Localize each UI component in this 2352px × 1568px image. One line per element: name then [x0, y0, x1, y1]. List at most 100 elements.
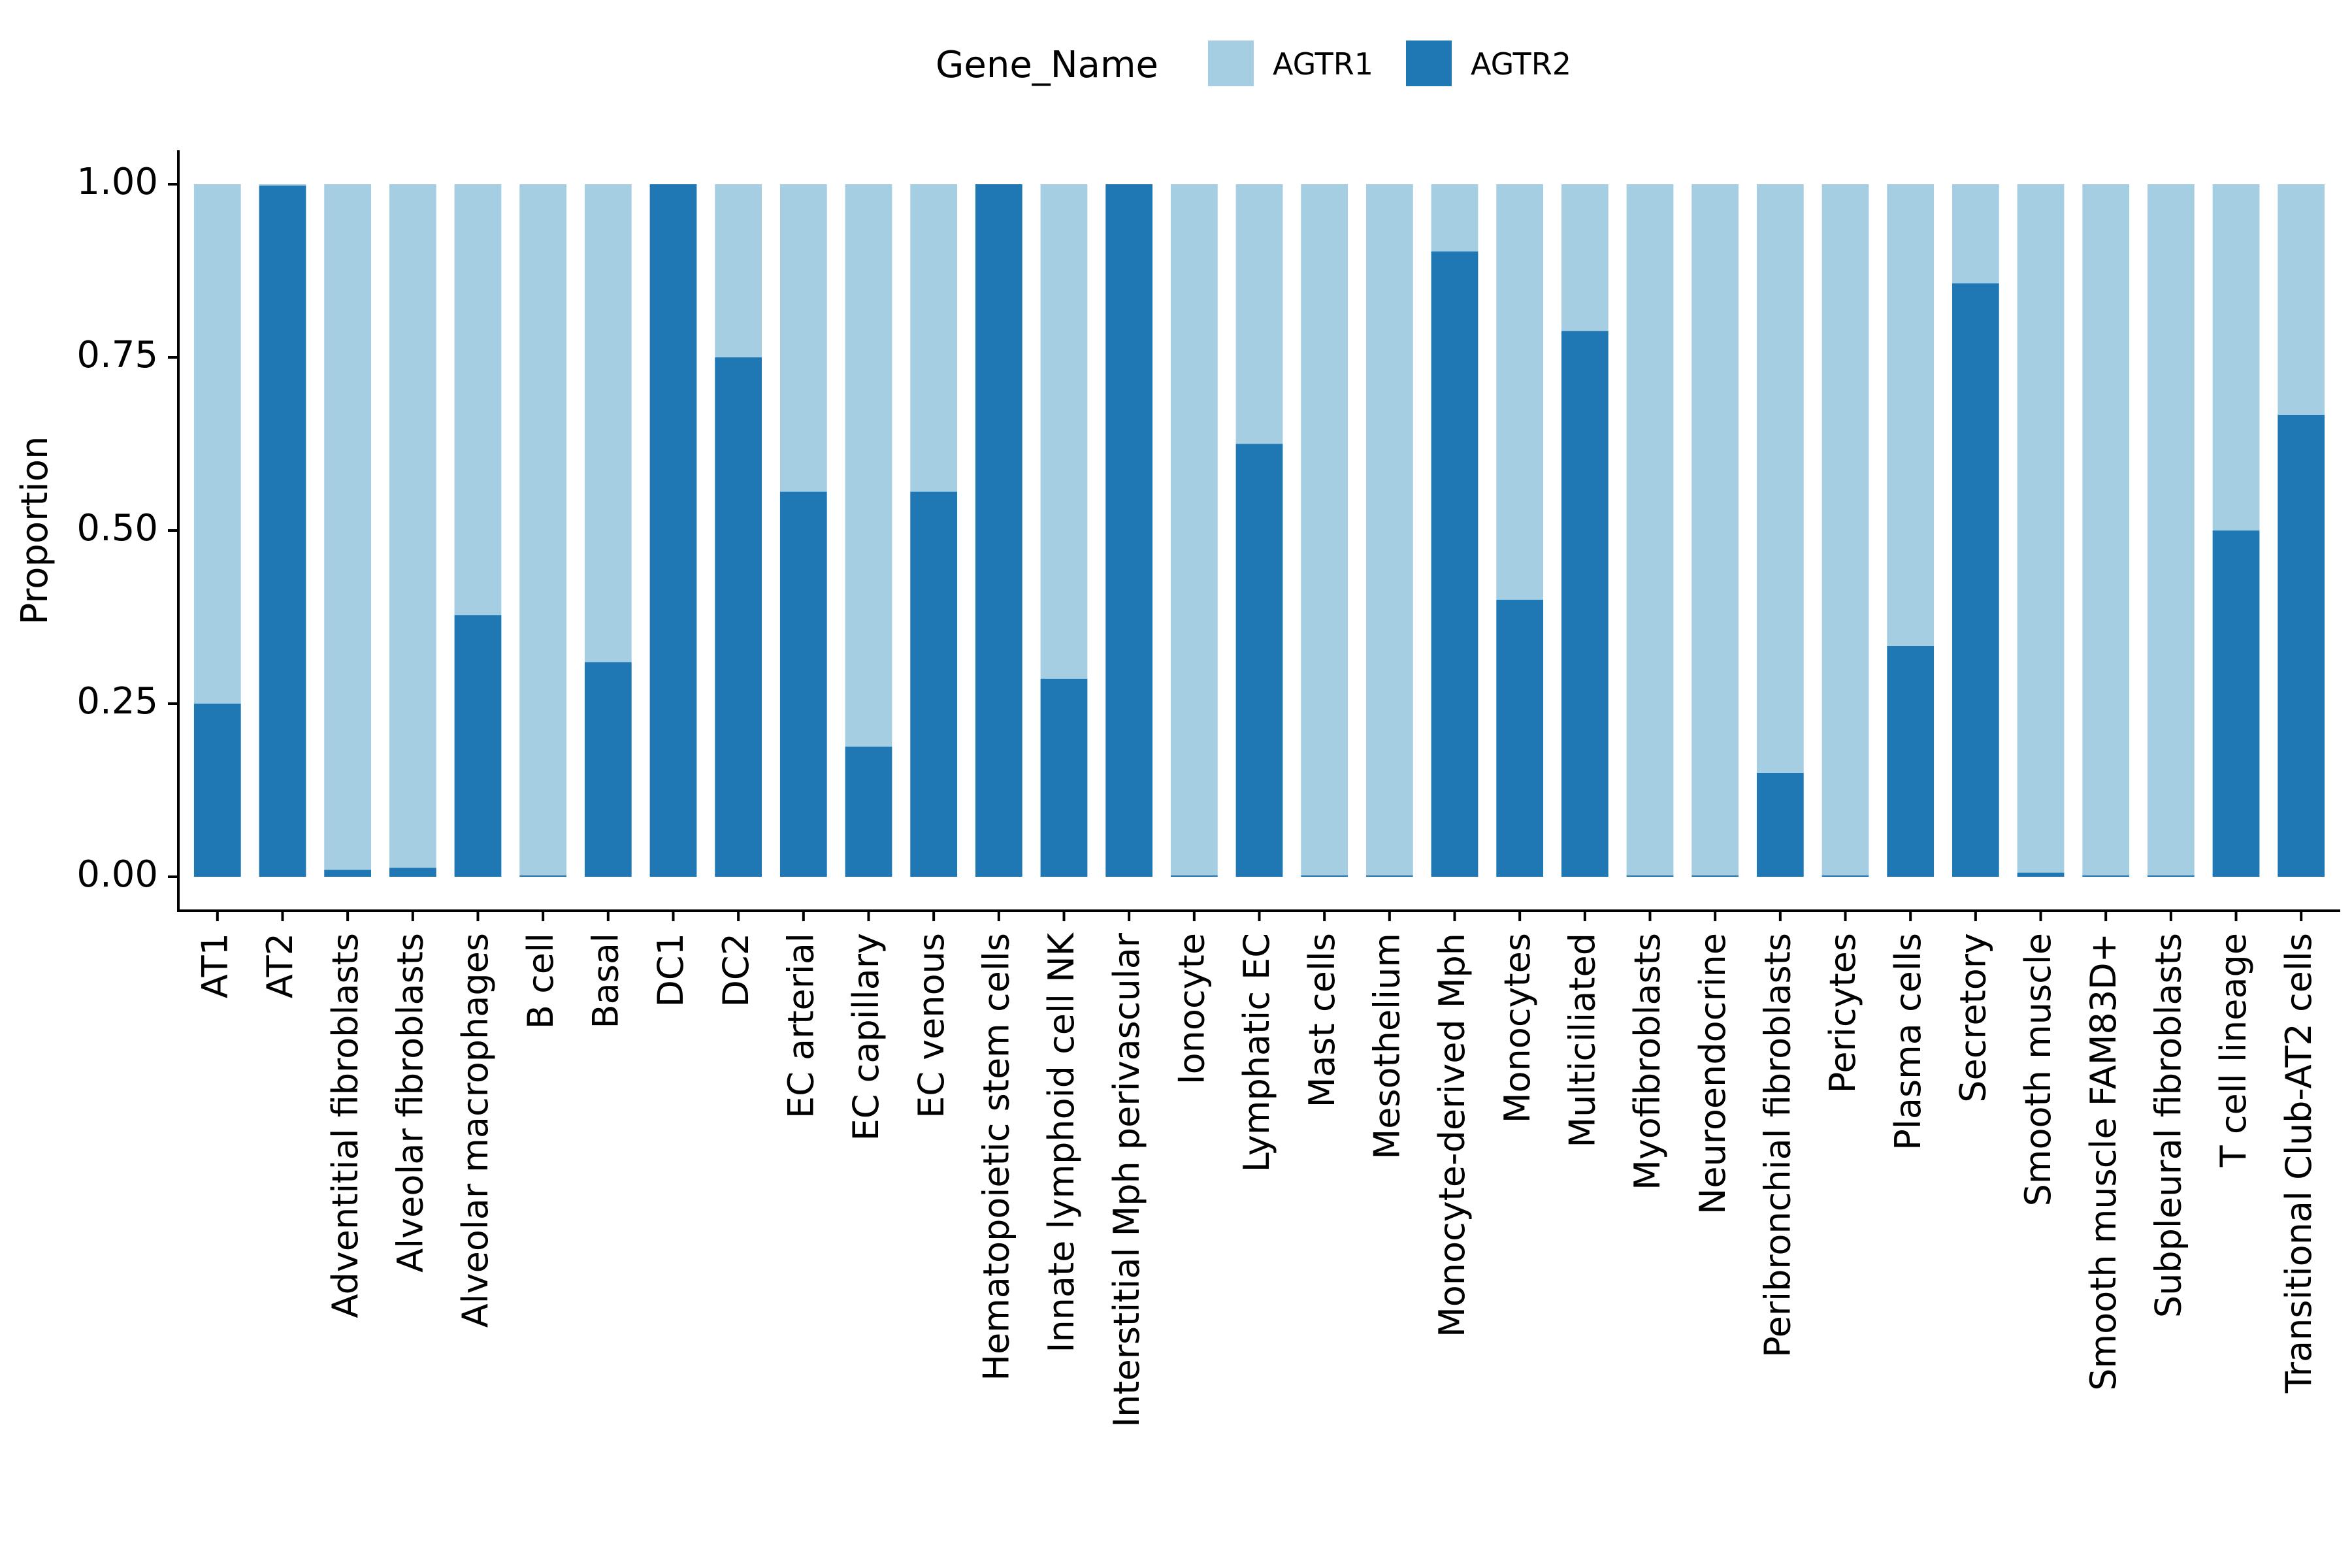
- bar-agtr2-transitional-club-at2-cells: [2278, 414, 2325, 877]
- bar-agtr2-ionocyte: [1170, 875, 1218, 877]
- bar-agtr2-plasma-cells: [1887, 646, 1935, 877]
- bar-agtr2-adventitial-fibroblasts: [324, 870, 372, 877]
- x-tick-label-alveolar-fibroblasts: Alveolar fibroblasts: [389, 933, 431, 1273]
- bar-agtr1-monocytes: [1496, 184, 1544, 600]
- bar-agtr2-neuroendocrine: [1691, 875, 1739, 877]
- bar-agtr1-dc2: [715, 184, 762, 357]
- bar-agtr1-t-cell-lineage: [2212, 184, 2260, 531]
- bar-agtr2-t-cell-lineage: [2212, 531, 2260, 877]
- bar-agtr1-adventitial-fibroblasts: [324, 184, 372, 870]
- x-tick-label-plasma-cells: Plasma cells: [1887, 933, 1929, 1151]
- bar-agtr2-ec-venous: [910, 491, 958, 877]
- y-tick-label-0.50: 0.50: [76, 507, 158, 549]
- bar-agtr2-pericytes: [1821, 875, 1869, 877]
- bar-agtr1-smooth-muscle-fam83d: [2082, 184, 2130, 875]
- legend-title: Gene_Name: [936, 44, 1158, 86]
- bar-agtr1-alveolar-macrophages: [454, 184, 502, 615]
- x-tick-label-ec-arterial: EC arterial: [780, 933, 821, 1119]
- bar-agtr1-b-cell: [519, 184, 567, 875]
- bar-agtr1-ec-arterial: [779, 184, 827, 492]
- bars: [193, 184, 2325, 877]
- x-tick-label-transitional-club-at2-cells: Transitional Club-AT2 cells: [2278, 933, 2319, 1394]
- bar-agtr2-at2: [259, 186, 306, 877]
- bar-agtr2-monocytes: [1496, 600, 1544, 877]
- x-tick-label-pericytes: Pericytes: [1822, 933, 1863, 1093]
- bar-agtr1-ec-venous: [910, 184, 958, 492]
- bar-agtr2-multiciliated: [1561, 331, 1609, 877]
- bar-agtr1-at2: [259, 184, 306, 186]
- bar-agtr1-secretory: [1952, 184, 1999, 284]
- legend-label-agtr2: AGTR2: [1471, 46, 1571, 82]
- x-tick-label-subpleural-fibroblasts: Subpleural fibroblasts: [2148, 933, 2189, 1318]
- x-tick-label-lymphatic-ec: Lymphatic EC: [1236, 933, 1277, 1172]
- x-tick-label-mesothelium: Mesothelium: [1366, 933, 1407, 1159]
- y-tick-label-1.00: 1.00: [76, 161, 158, 203]
- x-tick-label-dc2: DC2: [715, 933, 757, 1007]
- y-tick-label-0.25: 0.25: [76, 680, 158, 723]
- bar-agtr2-myofibroblasts: [1626, 875, 1674, 877]
- bar-agtr2-alveolar-macrophages: [454, 615, 502, 877]
- x-tick-label-secretory: Secretory: [1952, 933, 1993, 1103]
- legend-swatch-agtr1: [1208, 41, 1254, 86]
- x-tick-label-peribronchial-fibroblasts: Peribronchial fibroblasts: [1757, 933, 1798, 1358]
- bar-agtr2-ec-arterial: [779, 491, 827, 877]
- x-tick-label-neuroendocrine: Neuroendocrine: [1692, 933, 1733, 1215]
- bar-agtr1-mesothelium: [1365, 184, 1413, 875]
- x-tick-label-alveolar-macrophages: Alveolar macrophages: [455, 933, 496, 1328]
- x-tick-label-ionocyte: Ionocyte: [1171, 933, 1212, 1085]
- y-tick-label-0.75: 0.75: [76, 334, 158, 376]
- x-tick-label-monocytes: Monocytes: [1497, 933, 1538, 1123]
- x-tick-label-mast-cells: Mast cells: [1301, 933, 1343, 1107]
- bar-agtr2-alveolar-fibroblasts: [389, 868, 436, 877]
- bar-agtr2-peribronchial-fibroblasts: [1756, 773, 1804, 877]
- bar-agtr2-ec-capillary: [845, 746, 892, 877]
- x-tick-label-dc1: DC1: [650, 933, 691, 1007]
- bar-agtr1-alveolar-fibroblasts: [389, 184, 436, 868]
- bar-agtr1-transitional-club-at2-cells: [2278, 184, 2325, 415]
- x-tick-label-b-cell: B cell: [520, 933, 561, 1029]
- bar-agtr2-lymphatic-ec: [1235, 444, 1283, 877]
- bar-agtr1-at1: [193, 184, 241, 704]
- bar-agtr1-innate-lymphoid-cell-nk: [1040, 184, 1088, 679]
- bar-agtr2-subpleural-fibroblasts: [2147, 875, 2195, 877]
- x-tick-label-hematopoietic-stem-cells: Hematopoietic stem cells: [975, 933, 1017, 1381]
- bar-agtr2-smooth-muscle: [2017, 872, 2065, 877]
- bar-agtr2-mast-cells: [1301, 875, 1348, 877]
- bar-agtr1-subpleural-fibroblasts: [2147, 184, 2195, 875]
- bar-agtr1-plasma-cells: [1887, 184, 1935, 647]
- bar-agtr1-monocyte-derived-mph: [1431, 184, 1478, 252]
- x-tick-label-adventitial-fibroblasts: Adventitial fibroblasts: [325, 933, 366, 1318]
- bar-agtr2-innate-lymphoid-cell-nk: [1040, 678, 1088, 877]
- y-axis-title: Proportion: [14, 436, 56, 625]
- x-tick-label-multiciliated: Multiciliated: [1561, 933, 1603, 1147]
- y-tick-label-0.00: 0.00: [76, 853, 158, 896]
- bar-agtr2-interstitial-mph-perivascular: [1105, 184, 1153, 877]
- bar-agtr2-mesothelium: [1365, 875, 1413, 877]
- y-ticks: 0.00 0.25 0.50 0.75 1.00: [76, 161, 178, 896]
- bar-agtr2-smooth-muscle-fam83d: [2082, 875, 2130, 877]
- x-tick-label-ec-capillary: EC capillary: [845, 933, 887, 1141]
- x-tick-label-myofibroblasts: Myofibroblasts: [1627, 933, 1668, 1190]
- bar-agtr2-secretory: [1952, 283, 1999, 877]
- bar-agtr1-basal: [584, 184, 632, 662]
- x-tick-label-at1: AT1: [194, 933, 235, 998]
- bar-agtr2-dc2: [715, 357, 762, 877]
- bar-agtr2-hematopoietic-stem-cells: [975, 184, 1022, 877]
- x-tick-label-basal: Basal: [585, 933, 626, 1028]
- x-tick-label-at2: AT2: [259, 933, 301, 998]
- bar-agtr1-lymphatic-ec: [1235, 184, 1283, 444]
- bar-agtr1-ec-capillary: [845, 184, 892, 747]
- x-tick-label-innate-lymphoid-cell-nk: Innate lymphoid cell NK: [1041, 932, 1082, 1352]
- x-tick-label-smooth-muscle-fam83d: Smooth muscle FAM83D+: [2083, 933, 2124, 1391]
- bar-agtr1-neuroendocrine: [1691, 184, 1739, 875]
- bar-agtr1-myofibroblasts: [1626, 184, 1674, 875]
- bar-agtr2-basal: [584, 662, 632, 877]
- x-tick-label-monocyte-derived-mph: Monocyte-derived Mph: [1431, 933, 1473, 1337]
- x-tick-label-smooth-muscle: Smooth muscle: [2017, 933, 2059, 1206]
- legend: Gene_Name AGTR1 AGTR2: [936, 41, 1571, 86]
- bar-agtr2-dc1: [649, 184, 697, 877]
- x-tick-label-ec-venous: EC venous: [911, 933, 952, 1119]
- legend-label-agtr1: AGTR1: [1273, 46, 1373, 82]
- legend-swatch-agtr2: [1406, 41, 1452, 86]
- bar-agtr1-peribronchial-fibroblasts: [1756, 184, 1804, 773]
